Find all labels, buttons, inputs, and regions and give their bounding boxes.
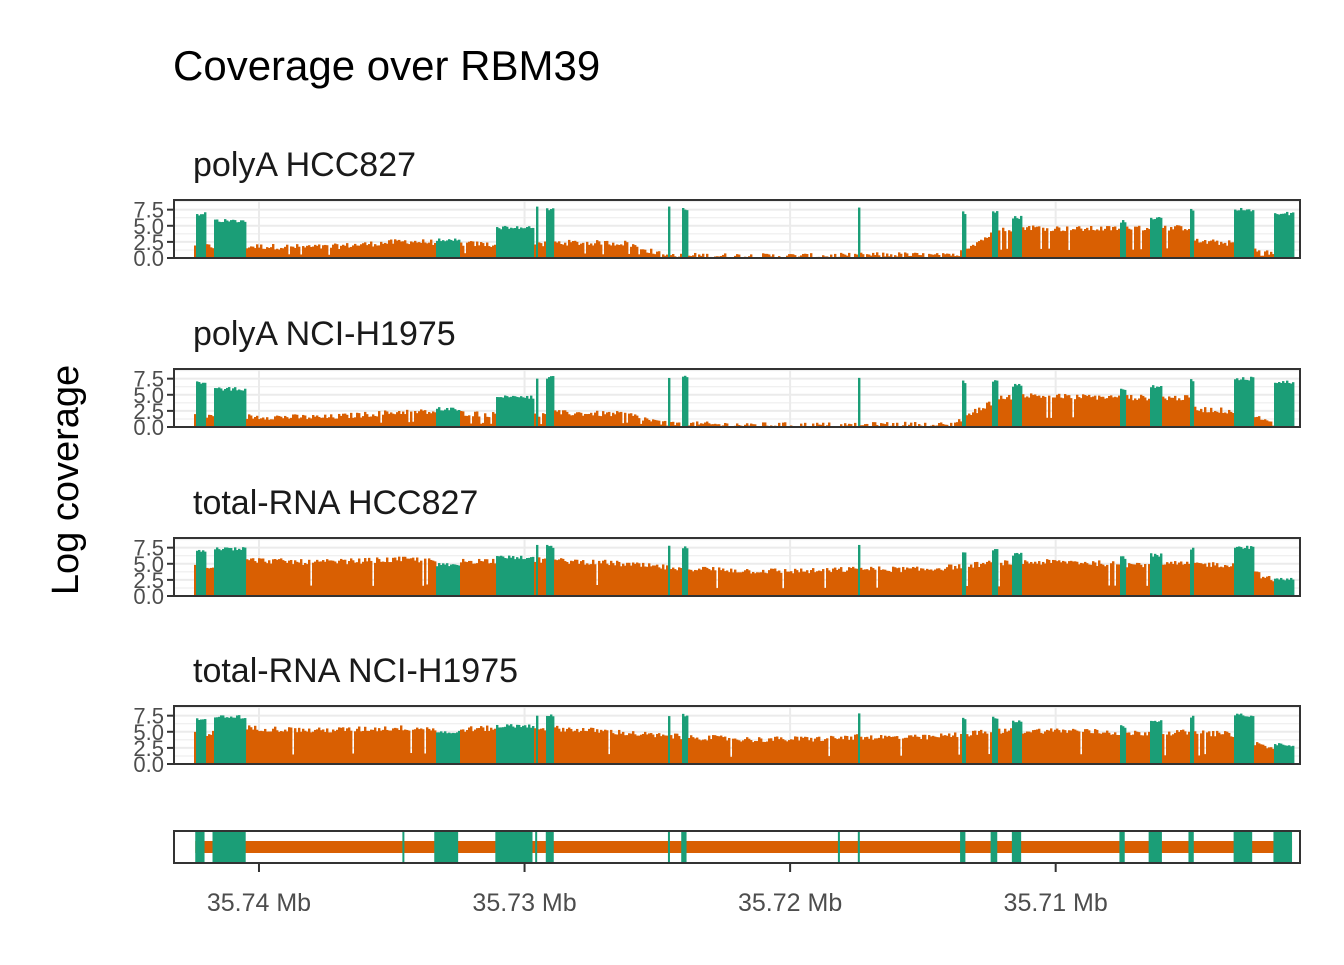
panel-strip-label: total-RNA NCI-H1975 xyxy=(193,652,518,690)
panel-strip-label: total-RNA HCC827 xyxy=(193,484,478,522)
panel-strip-label: polyA NCI-H1975 xyxy=(193,315,456,353)
coverage-bar xyxy=(858,208,860,258)
exon-block xyxy=(434,832,458,862)
exon-block xyxy=(402,832,404,862)
y-tick-label: 7.5 xyxy=(133,367,164,392)
y-tick-label: 7.5 xyxy=(133,704,164,729)
x-tick-label: 35.71 Mb xyxy=(1004,889,1108,917)
x-tick-label: 35.73 Mb xyxy=(472,889,576,917)
exon-block xyxy=(991,832,998,862)
exon-block xyxy=(1149,832,1162,862)
coverage-bar xyxy=(1292,746,1294,764)
exon-block xyxy=(838,832,840,862)
y-tick-label: 7.5 xyxy=(133,198,164,223)
exon-block xyxy=(668,832,670,862)
coverage-bar xyxy=(668,207,670,258)
coverage-bar xyxy=(1292,382,1294,427)
exon-block xyxy=(535,832,537,862)
exon-block xyxy=(1119,832,1124,862)
y-axis-label: Log coverage xyxy=(45,365,87,595)
exon-block xyxy=(1012,832,1021,862)
exon-block xyxy=(681,832,686,862)
x-axis: 35.74 Mb 35.73 Mb 35.72 Mb 35.71 Mb xyxy=(207,864,1108,917)
coverage-bar xyxy=(686,210,688,258)
exon-block xyxy=(1273,832,1292,862)
intron-line xyxy=(195,841,1292,853)
panel-strip-label: polyA HCC827 xyxy=(193,146,416,184)
exon-block xyxy=(195,832,204,862)
coverage-bar xyxy=(1292,212,1294,258)
exon-block xyxy=(495,832,532,862)
exon-block xyxy=(858,832,860,862)
coverage-bar xyxy=(1292,580,1294,596)
chart-title: Coverage over RBM39 xyxy=(173,42,600,89)
x-tick-label: 35.74 Mb xyxy=(207,889,311,917)
gene-model-track xyxy=(174,831,1300,863)
exon-block xyxy=(1234,832,1253,862)
x-tick-label: 35.72 Mb xyxy=(738,889,842,917)
coverage-bar xyxy=(668,378,670,427)
coverage-bar xyxy=(686,377,688,427)
coverage-bar xyxy=(858,378,860,427)
exon-block xyxy=(213,832,246,862)
y-tick-label: 7.5 xyxy=(133,536,164,561)
exon-block xyxy=(546,832,554,862)
exon-block xyxy=(1188,832,1193,862)
exon-block xyxy=(960,832,965,862)
